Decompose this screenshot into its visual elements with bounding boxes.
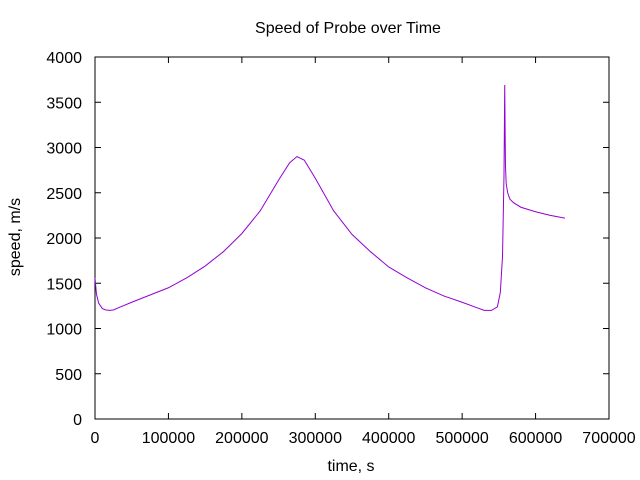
- y-tick-label: 2000: [46, 231, 82, 248]
- y-tick-label: 1000: [46, 322, 82, 339]
- x-tick-label: 700000: [582, 430, 635, 447]
- y-tick-label: 3000: [46, 141, 82, 158]
- x-tick-label: 300000: [289, 430, 342, 447]
- x-tick-label: 200000: [215, 430, 268, 447]
- chart-title: Speed of Probe over Time: [255, 20, 441, 37]
- x-axis-label: time, s: [327, 458, 374, 475]
- y-tick-label: 500: [55, 367, 82, 384]
- plot-frame: [94, 56, 610, 420]
- y-axis-label: speed, m/s: [7, 198, 24, 276]
- y-axis-ticks: 0 500 1000 1500 2000 2500 3000 3500 4000: [46, 50, 609, 429]
- x-axis-ticks: 0 100000 200000 300000 400000 500000 600000 700…: [91, 57, 636, 447]
- y-tick-label: 1500: [46, 276, 82, 293]
- x-tick-label: 600000: [509, 430, 562, 447]
- series-line-speed: [94, 85, 566, 311]
- x-tick-label: 500000: [435, 430, 488, 447]
- y-tick-label: 4000: [46, 50, 82, 67]
- x-tick-label: 100000: [142, 430, 195, 447]
- y-tick-label: 3500: [46, 95, 82, 112]
- x-tick-label: 0: [91, 430, 100, 447]
- x-tick-label: 400000: [362, 430, 415, 447]
- y-tick-label: 0: [73, 412, 82, 429]
- y-tick-label: 2500: [46, 186, 82, 203]
